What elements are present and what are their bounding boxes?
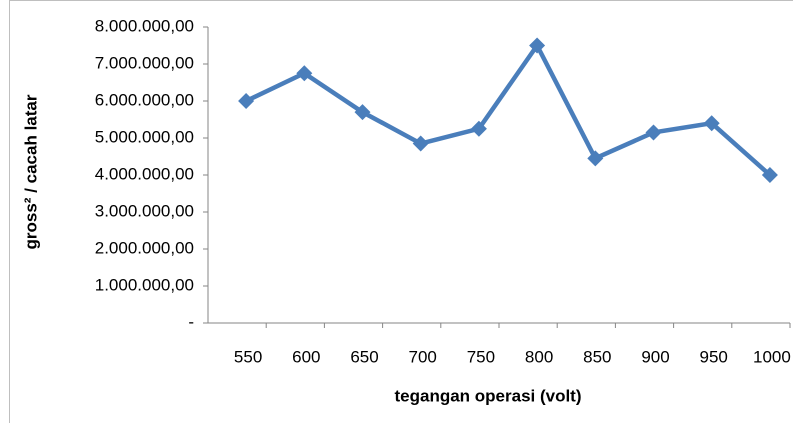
x-tick-label: 650 (350, 347, 378, 366)
x-tick-label: 800 (525, 347, 553, 366)
y-tick-label: 3.000.000,00 (95, 201, 194, 220)
data-point (296, 65, 313, 82)
x-tick-label: 550 (234, 347, 262, 366)
data-point (529, 37, 546, 54)
y-tick-label: 5.000.000,00 (95, 127, 194, 146)
y-tick-label: 8.000.000,00 (95, 16, 194, 35)
x-tick-label: 750 (467, 347, 495, 366)
x-tick-label: 600 (292, 347, 320, 366)
x-tick-label: 850 (583, 347, 611, 366)
data-point (412, 135, 429, 152)
data-point (238, 93, 255, 109)
data-point (703, 115, 720, 132)
chart-frame (9, 0, 793, 423)
data-point (354, 104, 371, 121)
data-point (470, 120, 487, 137)
y-tick-label: 2.000.000,00 (95, 238, 194, 257)
data-point (761, 167, 778, 183)
y-tick-label: 6.000.000,00 (95, 90, 194, 109)
y-tick-label: 7.000.000,00 (95, 53, 194, 72)
series-line (245, 43, 772, 177)
y-tick-label: 1.000.000,00 (95, 275, 194, 294)
x-tick-label: 700 (409, 347, 437, 366)
y-tick-label: - (188, 312, 194, 331)
y-tick-label: 4.000.000,00 (95, 164, 194, 183)
data-point (645, 124, 662, 141)
x-tick-label: 950 (700, 347, 728, 366)
y-axis-title: gross² / cacah latar (21, 94, 40, 249)
x-axis-title: tegangan operasi (volt) (394, 386, 581, 405)
x-tick-label: 900 (641, 347, 669, 366)
x-tick-label: 1000 (753, 347, 791, 366)
data-point (587, 150, 604, 167)
